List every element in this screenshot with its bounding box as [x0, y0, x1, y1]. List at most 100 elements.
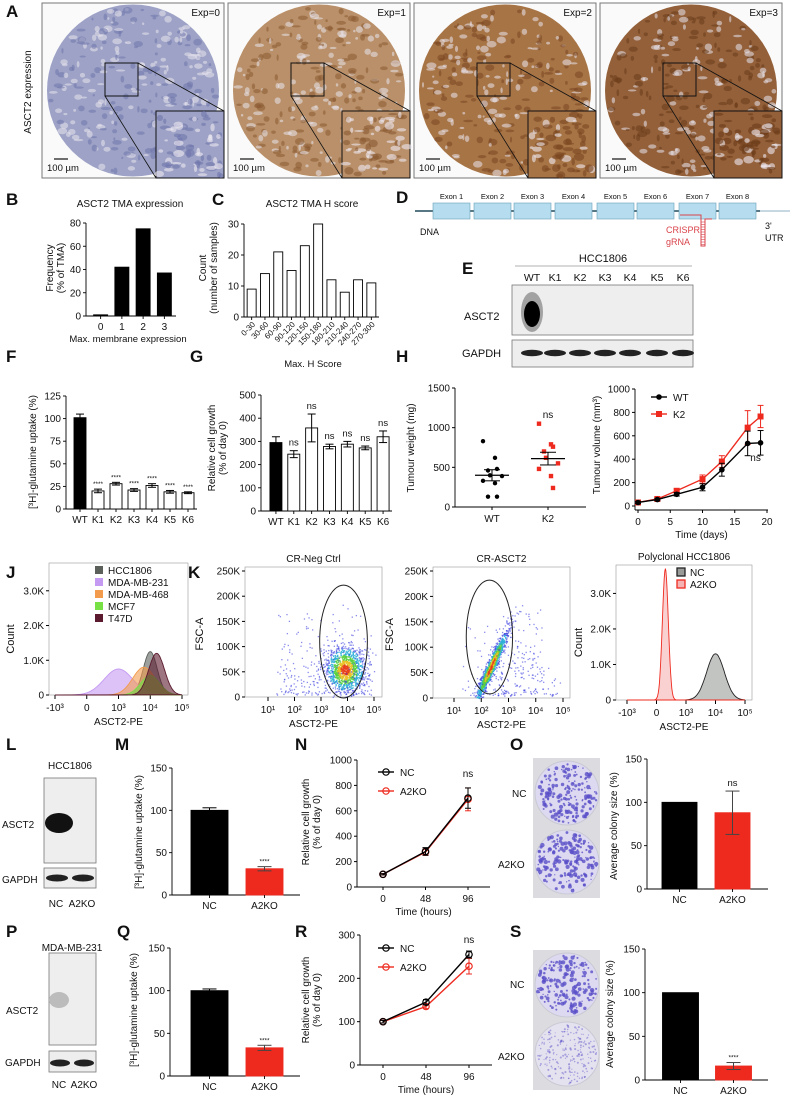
- event-dot: [350, 672, 352, 674]
- event-dot: [342, 667, 344, 669]
- event-dot: [316, 665, 318, 668]
- event-dot: [474, 696, 477, 698]
- tissue-texture: [670, 160, 675, 165]
- tissue-texture: [118, 56, 126, 59]
- tissue-texture: [574, 71, 584, 79]
- tissue-texture: [754, 100, 761, 106]
- event-dot: [294, 667, 296, 670]
- event-dot: [360, 657, 362, 660]
- event-dot: [482, 696, 484, 699]
- colony: [560, 768, 563, 771]
- colony: [554, 847, 558, 850]
- colony: [549, 1074, 552, 1077]
- event-dot: [280, 688, 282, 690]
- colony: [554, 1068, 557, 1071]
- tissue-texture: [625, 142, 633, 147]
- colony: [572, 782, 574, 785]
- colony: [572, 788, 574, 790]
- event-dot: [364, 684, 366, 687]
- colony: [552, 969, 555, 972]
- tissue-texture: [538, 81, 545, 87]
- event-dot: [308, 690, 310, 692]
- chart-j: 01.0K2.0K3.0K-10³ 0 10³ 10⁴ 10⁵ASCT2-PECount…: [5, 562, 190, 728]
- event-dot: [353, 630, 356, 632]
- event-dot: [348, 665, 350, 667]
- event-dot: [344, 692, 346, 694]
- event-dot: [351, 659, 353, 661]
- row-label-gapdh: GAPDH: [2, 875, 38, 886]
- event-dot: [346, 648, 349, 650]
- colony: [546, 979, 549, 982]
- tissue-texture: [233, 85, 243, 89]
- tissue-texture: [155, 92, 158, 98]
- chart-f: 0255075100125WT****K1****K2****K3****K4*…: [28, 392, 197, 526]
- tissue-texture: [378, 100, 387, 108]
- y-axis-label: Relative cell growth: [301, 779, 312, 866]
- tissue-texture: [380, 92, 388, 99]
- event-dot: [337, 655, 339, 657]
- event-dot: [330, 680, 332, 682]
- event-dot: [340, 684, 342, 686]
- significance-label: ns: [289, 438, 299, 449]
- event-dot: [356, 666, 358, 668]
- event-dot: [344, 646, 347, 648]
- event-dot: [340, 677, 343, 679]
- tissue-texture: [455, 81, 463, 87]
- colony: [574, 1026, 576, 1029]
- colony: [573, 1032, 575, 1035]
- x-tick-label: NC: [202, 1082, 216, 1093]
- colony: [546, 1049, 548, 1051]
- event-dot: [341, 681, 343, 683]
- colony: [549, 1029, 552, 1032]
- tissue-texture: [665, 85, 674, 89]
- event-dot: [341, 682, 343, 685]
- bar: [190, 809, 229, 896]
- event-dot: [492, 666, 495, 668]
- colony: [569, 1059, 572, 1061]
- event-dot: [343, 664, 346, 666]
- exon-label: Exon 1: [440, 192, 463, 201]
- western-blot-p: MDA-MB-231 ASCT2 GAPDH NC A2KO: [5, 943, 103, 1091]
- colony: [573, 840, 575, 842]
- y-tick-label: 150: [148, 944, 165, 955]
- event-dot: [280, 666, 282, 668]
- zoom-line: [509, 62, 597, 112]
- tissue-texture: [476, 34, 486, 40]
- panel-label-m: M: [115, 735, 129, 754]
- row-label-asct2: ASCT2: [2, 820, 35, 831]
- colony: [581, 1062, 583, 1065]
- y-tick-label: 100: [625, 798, 642, 809]
- event-dot: [500, 653, 502, 656]
- event-dot: [478, 683, 480, 685]
- event-dot: [332, 664, 334, 666]
- colony: [562, 858, 565, 862]
- colony: [560, 1039, 562, 1042]
- tissue-texture: [296, 33, 301, 41]
- inset-texture: [734, 129, 742, 134]
- event-dot: [327, 691, 330, 694]
- tissue-texture: [100, 106, 111, 111]
- significance-label: ****: [259, 1037, 270, 1044]
- event-dot: [349, 669, 351, 671]
- event-dot: [335, 681, 337, 683]
- tissue-texture: [612, 75, 618, 82]
- exon-label: Exon 6: [644, 192, 667, 201]
- tissue-texture: [103, 146, 111, 152]
- event-dot: [334, 688, 337, 690]
- event-dot: [326, 635, 328, 638]
- colony: [584, 787, 586, 789]
- event-dot: [338, 670, 341, 672]
- lane-label-a2ko: A2KO: [71, 1080, 98, 1091]
- y-tick-label: 0: [634, 1076, 640, 1087]
- tissue-texture: [79, 72, 86, 78]
- event-dot: [363, 692, 365, 694]
- event-dot: [336, 673, 339, 675]
- event-dot: [343, 688, 346, 690]
- event-dot: [328, 676, 330, 678]
- event-dot: [497, 662, 500, 664]
- inset-texture: [343, 130, 352, 136]
- colony: [554, 874, 556, 876]
- y-axis-label: (% of day 0): [312, 795, 323, 849]
- tissue-texture: [344, 97, 350, 104]
- event-dot: [324, 687, 326, 689]
